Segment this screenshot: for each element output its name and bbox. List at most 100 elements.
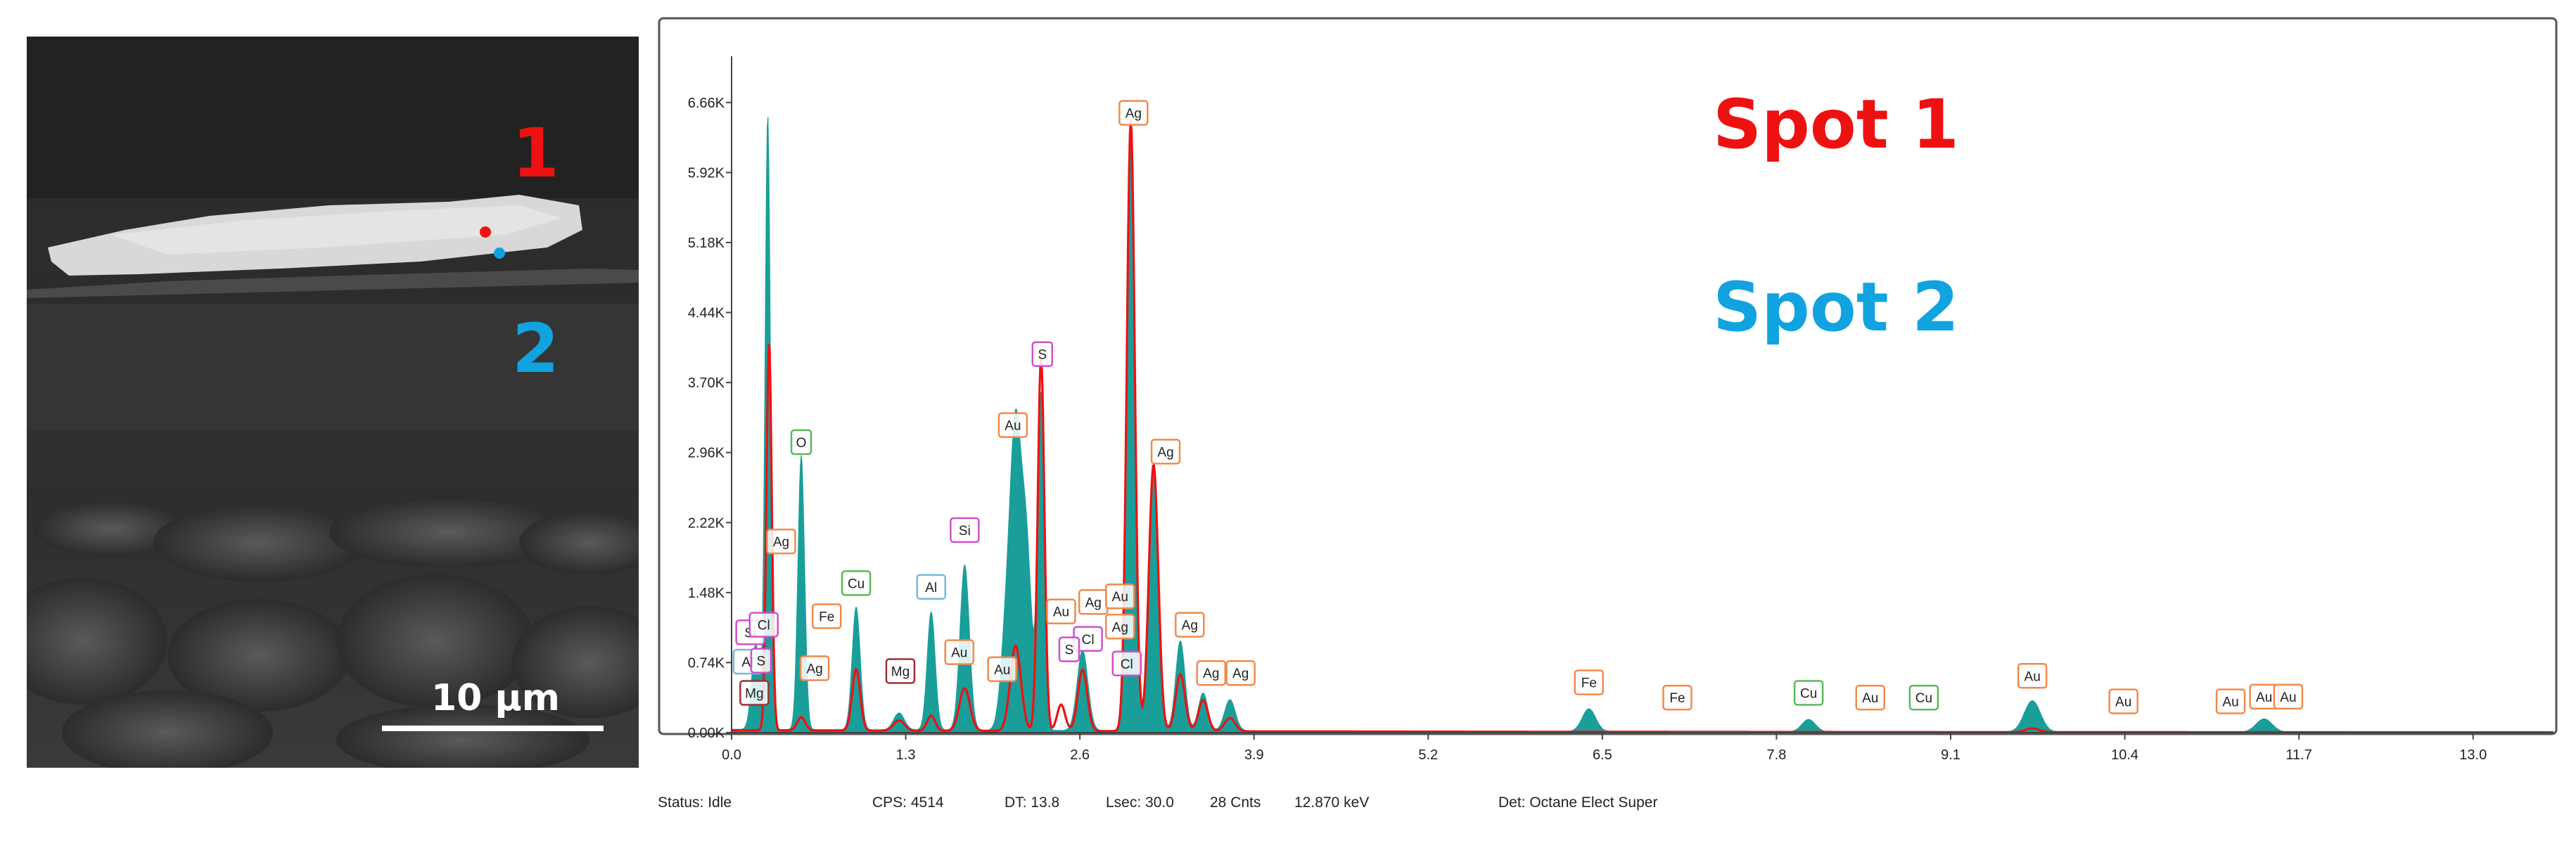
spot1-marker (480, 226, 491, 238)
element-tag-label: Ag (806, 662, 822, 676)
element-tag-label: Au (2222, 695, 2238, 710)
x-tick-label: 13.0 (2459, 747, 2487, 763)
spot-annotation-1: Spot 1 (1713, 85, 1959, 164)
plot-frame (658, 17, 2558, 735)
element-tag-au: Au (997, 412, 1028, 438)
x-tick-label: 1.3 (896, 747, 916, 763)
element-tag-au: Au (1046, 598, 1076, 624)
y-tick-label: 2.22K (688, 515, 725, 531)
element-tag-label: Ag (1182, 619, 1198, 633)
y-tick-label: 0.74K (688, 655, 725, 671)
element-tag-label: Fe (1581, 676, 1597, 691)
element-tag-box (944, 639, 974, 665)
element-tag-box (987, 656, 1017, 683)
x-tick-label: 0.0 (722, 747, 741, 763)
y-tick-label: 1.48K (688, 586, 725, 601)
element-tag-fe: Fe (1574, 669, 1605, 695)
element-tag-label: Mg (891, 665, 910, 680)
element-tag-box (1031, 341, 1054, 367)
element-tag-cu: Cu (1908, 684, 1939, 711)
x-tick-label: 7.8 (1767, 747, 1787, 763)
element-tag-box (811, 603, 842, 629)
element-tag-s: S (1058, 636, 1080, 662)
element-tag-box (1150, 439, 1181, 465)
element-tag-box (750, 648, 772, 674)
element-tag-label: S (1038, 348, 1047, 363)
element-tag-label: Au (994, 663, 1010, 678)
element-tag-ag: Ag (1175, 612, 1205, 638)
detector-text: Det: Octane Elect Super (1498, 794, 1658, 811)
y-tick-label: 5.92K (688, 165, 725, 181)
scale-bar (382, 726, 604, 731)
element-tag-box (1196, 659, 1227, 686)
element-tag-ag: Ag (1105, 614, 1135, 640)
element-tag-label: Au (2025, 669, 2041, 684)
element-tag-label: Au (1112, 590, 1128, 605)
element-tag-box (1058, 636, 1080, 662)
y-tick-label: 0.00K (688, 726, 725, 741)
element-tag-cl: Cl (748, 612, 779, 638)
y-tick-label: 6.66K (688, 96, 725, 111)
element-tag-label: Mg (745, 686, 763, 701)
element-tag-s: S (1031, 341, 1054, 367)
element-tag-au: Au (2215, 688, 2246, 714)
sem-micrograph: 1 2 10 µm (27, 37, 639, 768)
element-tag-label: Al (925, 581, 937, 595)
element-tag-label: Ag (1126, 107, 1142, 122)
element-tag-box (1225, 659, 1256, 686)
element-tag-mg: Mg (739, 680, 770, 706)
element-tag-label: S (1065, 643, 1074, 658)
y-tick-label: 5.18K (688, 236, 725, 251)
element-tag-cu: Cu (841, 570, 872, 596)
element-tag-label: Ag (1112, 620, 1128, 635)
element-tag-box (916, 574, 947, 600)
element-tag-box (2273, 683, 2304, 710)
element-tag-label: Ag (773, 535, 789, 550)
element-tag-box (1175, 612, 1205, 638)
element-tag-label: Au (1053, 605, 1069, 620)
element-tag-label: Ag (1232, 667, 1249, 681)
element-tag-label: Cu (848, 577, 865, 591)
element-tag-label: Si (959, 524, 971, 539)
element-tag-box (1105, 583, 1135, 610)
element-tag-box (799, 655, 830, 681)
element-tag-au: Au (944, 639, 974, 665)
dt-text: DT: 13.8 (1005, 794, 1060, 811)
element-tag-au: Au (987, 656, 1017, 683)
element-tag-box (739, 680, 770, 706)
x-tick-label: 3.9 (1244, 747, 1264, 763)
element-tag-au: Au (1105, 583, 1135, 610)
element-tag-label: Au (1862, 691, 1878, 706)
element-tag-au: Au (2273, 683, 2304, 710)
element-tag-cu: Cu (1793, 680, 1824, 706)
element-tag-box (766, 528, 796, 555)
element-tag-box (841, 570, 872, 596)
element-tag-box (1046, 598, 1076, 624)
cps-text: CPS: 4514 (872, 794, 944, 811)
element-tag-ag: Ag (766, 528, 796, 555)
element-tag-label: Fe (1669, 691, 1685, 706)
element-tag-box (1111, 650, 1142, 677)
sem-image-graphic (27, 37, 639, 768)
y-tick-label: 2.96K (688, 446, 725, 461)
spot-annotation-2: Spot 2 (1713, 268, 1959, 347)
element-tag-box (885, 658, 916, 684)
element-tag-o: O (790, 429, 812, 456)
element-tag-label: O (796, 436, 807, 451)
element-tag-fe: Fe (1662, 684, 1692, 711)
scale-bar-label: 10 µm (431, 677, 560, 719)
element-tag-label: Au (2256, 690, 2272, 705)
y-tick-label: 4.44K (688, 306, 725, 321)
element-tag-box (950, 517, 980, 543)
element-tag-box (2215, 688, 2246, 714)
element-tag-ag: Ag (1225, 659, 1256, 686)
x-tick-label: 5.2 (1418, 747, 1438, 763)
element-tag-au: Au (1855, 684, 1885, 711)
element-tag-label: S (757, 655, 766, 669)
element-tag-ag: Ag (1078, 589, 1109, 615)
element-tag-box (1793, 680, 1824, 706)
element-tag-box (2108, 688, 2138, 714)
kev-text: 12.870 keV (1294, 794, 1370, 811)
element-tag-label: Cu (1800, 686, 1817, 701)
